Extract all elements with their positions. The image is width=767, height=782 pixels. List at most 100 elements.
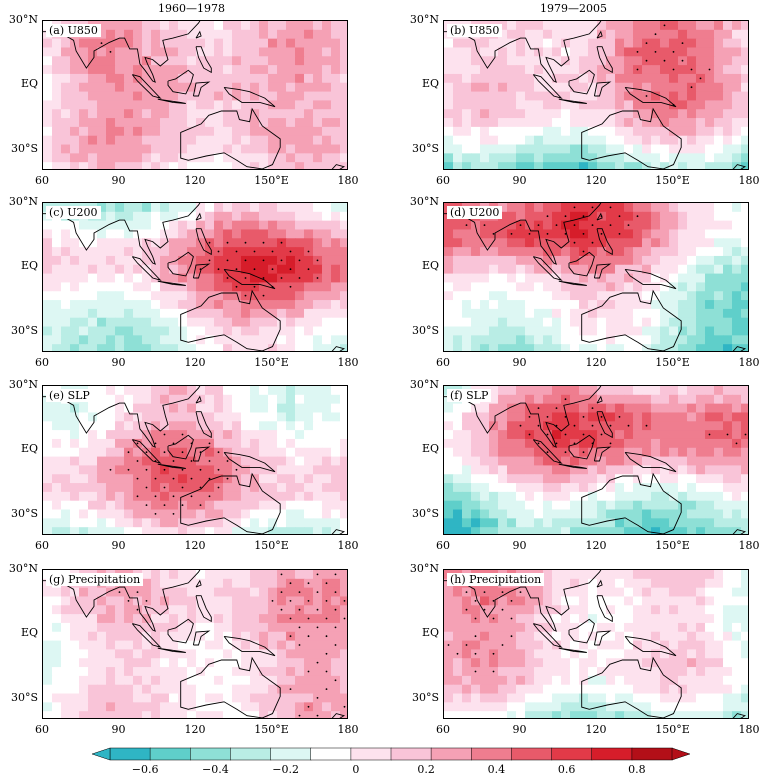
heat-cell [115, 518, 125, 528]
heat-cell [615, 614, 625, 624]
heat-cell [313, 596, 323, 606]
heat-cell [250, 675, 260, 686]
heat-cell [124, 126, 134, 137]
heat-cell [169, 73, 179, 84]
heat-cell [160, 403, 170, 414]
heat-cell [597, 614, 607, 624]
heat-cell [142, 693, 152, 703]
heat-cell [79, 412, 89, 422]
heat-cell [169, 56, 179, 66]
heat-cell [61, 438, 71, 449]
heat-cell [633, 91, 643, 102]
heat-cell [714, 500, 724, 511]
heat-cell [687, 527, 697, 534]
heat-cell [588, 394, 598, 405]
panel-c: (c) U200 [42, 202, 348, 352]
heat-cell [507, 153, 517, 163]
heat-cell [151, 483, 161, 493]
heat-cell [552, 456, 562, 467]
heat-cell [313, 203, 323, 213]
heat-cell [106, 255, 116, 266]
heat-cell [61, 56, 71, 66]
heat-cell [196, 412, 206, 422]
heat-cell [70, 255, 80, 266]
heat-cell [615, 300, 625, 310]
heat-cell [133, 430, 143, 440]
heat-cell [471, 430, 481, 440]
heat-cell [705, 412, 715, 422]
heat-cell [43, 255, 53, 266]
coastline [43, 203, 201, 265]
heat-cell [241, 702, 251, 712]
heat-cell [160, 386, 170, 396]
heat-cell [453, 509, 463, 519]
heat-cell [624, 153, 634, 163]
heat-cell [453, 65, 463, 75]
heat-cell [187, 238, 197, 248]
heat-cell [313, 421, 323, 431]
heat-cell [331, 447, 341, 458]
heat-cell [115, 684, 125, 695]
heat-cell [214, 394, 224, 405]
heat-cell [214, 702, 224, 712]
heat-cell [70, 153, 80, 163]
heat-cell [588, 135, 598, 146]
heat-cell [543, 684, 553, 695]
heat-cell [313, 465, 323, 475]
heat-cell [651, 649, 661, 659]
heat-cell [669, 456, 679, 467]
heat-cell [331, 238, 341, 248]
heat-cell [79, 300, 89, 310]
heat-cell [723, 465, 733, 475]
heat-cell [633, 667, 643, 677]
heat-cell [669, 273, 679, 284]
heat-cell [169, 203, 179, 213]
heat-cell [151, 29, 161, 40]
significance-dot [136, 608, 139, 611]
heat-cell [444, 100, 454, 110]
heat-cell [570, 649, 580, 659]
heat-cell [313, 135, 323, 146]
heat-cell [124, 386, 134, 396]
heat-cell [516, 135, 526, 146]
heat-cell [714, 509, 724, 519]
heat-cell [178, 344, 188, 351]
heat-cell [61, 291, 71, 301]
heat-cell [304, 570, 314, 580]
heat-cell [543, 631, 553, 642]
heat-cell [741, 570, 748, 580]
heat-cell [444, 614, 454, 624]
heat-cell [561, 631, 571, 642]
heat-cell [97, 394, 107, 405]
heat-cell [687, 203, 697, 213]
significance-dot [244, 259, 247, 262]
heat-cell [70, 483, 80, 493]
heat-cell [178, 73, 188, 84]
heat-cell [516, 91, 526, 102]
significance-dot [190, 477, 193, 480]
heat-cell [232, 527, 242, 534]
heat-cell [214, 135, 224, 146]
heat-cell [205, 605, 215, 615]
significance-dot [217, 468, 220, 471]
heat-cell [669, 403, 679, 414]
heat-cell [286, 135, 296, 146]
heat-cell [142, 491, 152, 502]
heat-cell [534, 91, 544, 102]
heat-cell [142, 118, 152, 128]
coastline [444, 21, 602, 83]
heat-cell [489, 82, 499, 93]
heat-cell [615, 386, 625, 396]
heat-cell [178, 247, 188, 257]
heat-cell [250, 438, 260, 449]
heat-cell [97, 29, 107, 40]
coastline [192, 263, 211, 279]
heat-cell [615, 622, 625, 633]
heat-cell [304, 622, 314, 633]
heat-cell [462, 91, 472, 102]
heat-cell [741, 518, 748, 528]
x-tick-label: 150°E [655, 356, 690, 369]
heat-cell [615, 491, 625, 502]
heat-cell [232, 203, 242, 213]
significance-dot [582, 451, 585, 454]
